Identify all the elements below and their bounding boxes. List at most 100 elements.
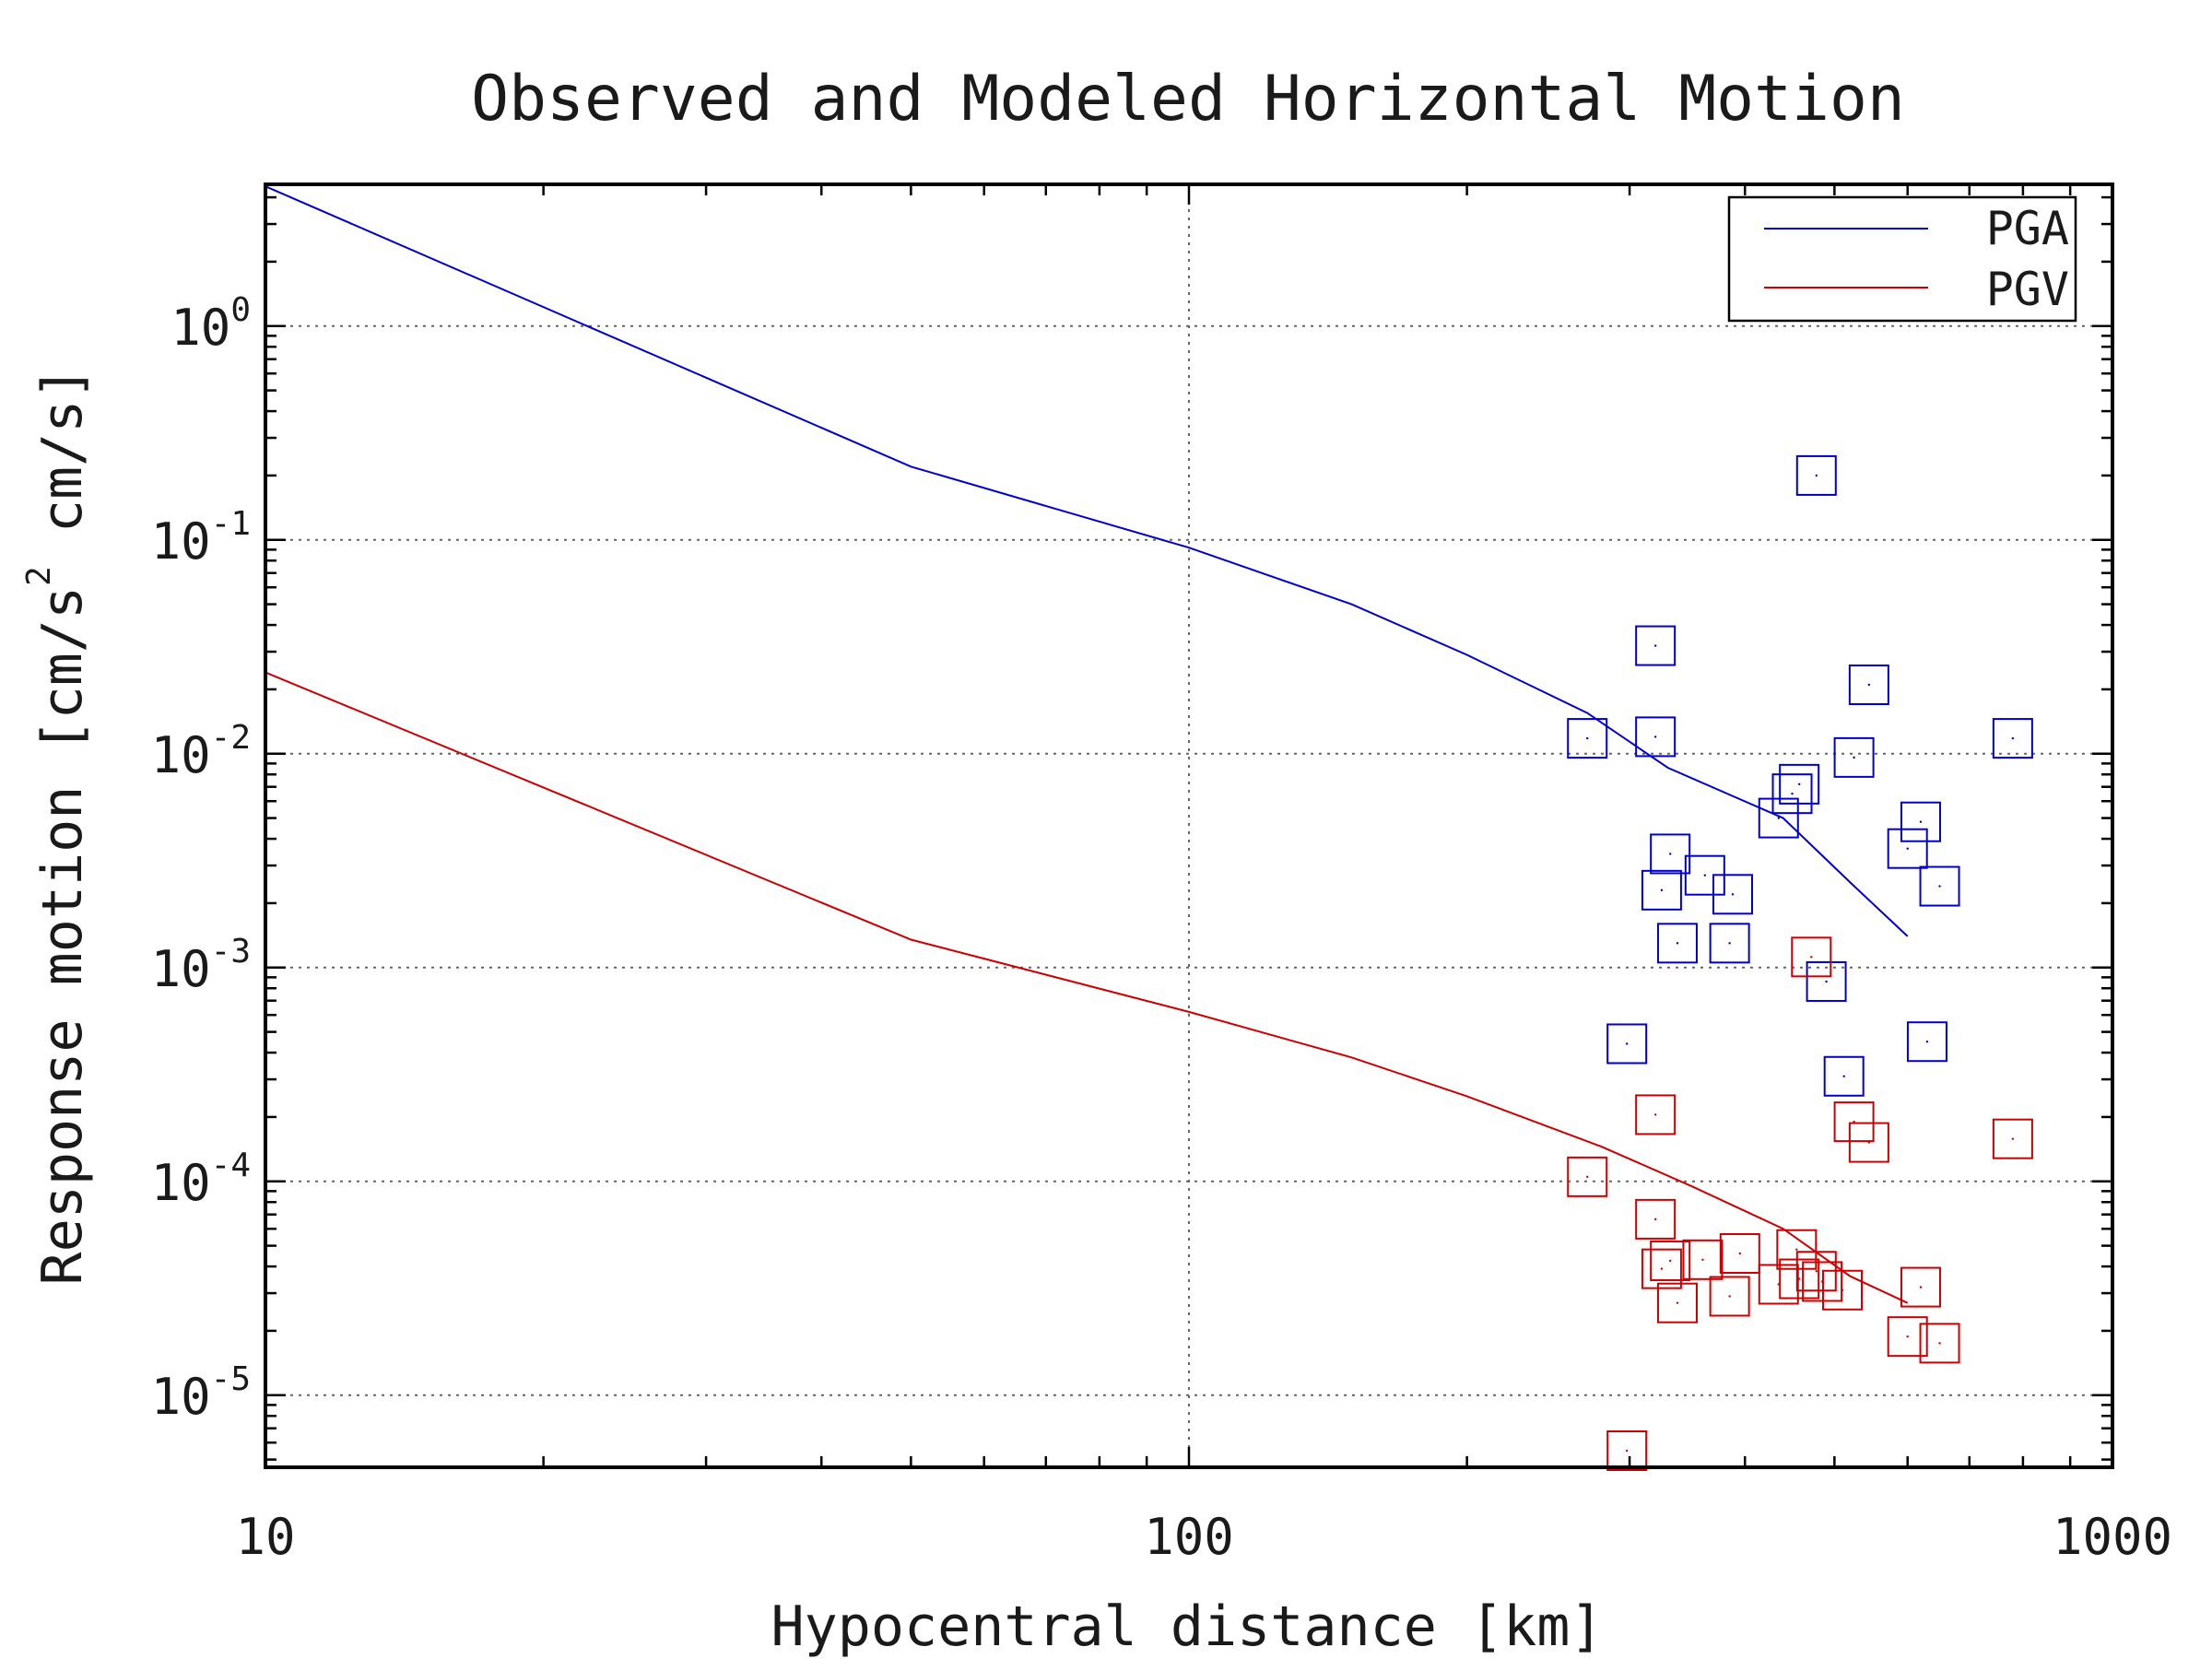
observed-point — [1887, 828, 1928, 869]
y-tick-label-exponent: -2 — [211, 719, 251, 757]
observed-point — [1682, 1239, 1724, 1280]
observed-point-center — [1791, 792, 1794, 795]
y-tick-label: 100 — [171, 291, 251, 357]
observed-point — [1906, 1021, 1947, 1063]
observed-point-center — [1825, 980, 1828, 983]
observed-point — [1821, 1269, 1863, 1311]
observed-point-center — [1795, 1248, 1798, 1251]
observed-point-center — [1701, 1258, 1704, 1261]
y-tick-label: 10-1 — [151, 505, 251, 571]
observed-point-center — [1668, 853, 1672, 855]
observed-point-center — [1728, 1295, 1731, 1298]
observed-point — [1833, 736, 1875, 778]
y-tick-label: 10-4 — [151, 1147, 251, 1212]
observed-point — [1779, 763, 1820, 805]
observed-point-center — [1625, 1042, 1629, 1045]
observed-point-center — [1668, 1259, 1672, 1263]
observed-point — [1887, 1316, 1928, 1358]
legend-box — [1727, 195, 2077, 323]
observed-point — [1635, 1094, 1677, 1135]
y-axis-label-unit: cm/s] — [30, 366, 95, 566]
observed-point — [1606, 1023, 1648, 1065]
observed-point-center — [1586, 736, 1589, 740]
observed-point-center — [1919, 1286, 1923, 1288]
observed-point-center — [1906, 847, 1909, 850]
plot-frame — [264, 182, 2114, 1469]
observed-point — [1567, 1156, 1608, 1197]
observed-point-center — [1925, 1041, 1929, 1043]
y-tick-label-exponent: 0 — [230, 291, 251, 329]
observed-point-center — [1653, 1113, 1657, 1116]
observed-point — [1758, 797, 1799, 839]
observed-point-center — [1653, 735, 1657, 738]
observed-point — [1806, 960, 1847, 1002]
y-tick-label-base: 10 — [151, 940, 211, 998]
y-tick-label: 10-3 — [151, 933, 251, 998]
observed-point — [1656, 923, 1698, 964]
y-tick-label-exponent: -1 — [211, 505, 251, 543]
observed-point — [1919, 865, 1960, 907]
observed-point-center — [1660, 1267, 1664, 1270]
x-tick-label: 10 — [235, 1508, 295, 1566]
observed-point-center — [1867, 1141, 1871, 1144]
observed-point — [1635, 716, 1677, 758]
observed-point — [1606, 1430, 1648, 1471]
observed-point — [1823, 1055, 1865, 1097]
observed-point-center — [1867, 683, 1871, 687]
y-axis-label-superscript: 2 — [20, 566, 58, 586]
x-axis-label: Hypocentral distance [km] — [771, 1594, 1603, 1659]
observed-point — [1567, 718, 1608, 759]
x-tick-label: 1000 — [2053, 1508, 2172, 1566]
observed-point-center — [1660, 888, 1664, 892]
x-tick-label: 100 — [1144, 1508, 1234, 1566]
observed-point-center — [1676, 1301, 1679, 1304]
observed-point-center — [1777, 817, 1780, 819]
observed-point-center — [1815, 1270, 1818, 1273]
observed-point-center — [1938, 885, 1941, 888]
grid-lines — [265, 184, 2112, 1467]
observed-point — [1900, 1266, 1941, 1308]
legend: PGA PGV — [1727, 195, 2077, 323]
observed-point-center — [1653, 1218, 1657, 1221]
observed-point-center — [1586, 1175, 1589, 1179]
observed-point — [1635, 625, 1677, 666]
observed-point-center — [1841, 1288, 1844, 1291]
plot-area — [265, 185, 2033, 1471]
observed-point-center — [2011, 1137, 2015, 1140]
legend-label-pgv: PGV — [1986, 263, 2069, 316]
observed-point-center — [1810, 956, 1813, 959]
observed-point — [1709, 923, 1750, 964]
y-tick-label-base: 10 — [151, 512, 211, 571]
model-line-pga — [265, 185, 1909, 937]
observed-point-center — [1728, 942, 1731, 945]
observed-point — [1635, 1198, 1677, 1240]
observed-point — [1641, 869, 1682, 911]
observed-point — [1992, 1118, 2033, 1159]
observed-point — [1919, 1323, 1960, 1364]
observed-point — [1795, 454, 1837, 496]
observed-point — [1992, 718, 2033, 759]
observed-point-center — [1797, 782, 1801, 786]
observed-point-center — [1906, 1335, 1909, 1338]
y-tick-label-exponent: -5 — [211, 1360, 251, 1398]
y-axis-label: Response motion [cm/s2 cm/s] — [20, 366, 95, 1285]
observed-point-center — [2011, 736, 2015, 740]
observed-point — [1791, 936, 1832, 978]
observed-point — [1656, 1282, 1698, 1324]
observed-point — [1848, 1122, 1889, 1163]
observed-point — [1848, 665, 1889, 706]
y-tick-label-exponent: -4 — [211, 1147, 251, 1184]
y-tick-label: 10-5 — [151, 1360, 251, 1426]
observed-point-center — [1938, 1342, 1941, 1345]
observed-point-center — [1703, 874, 1707, 877]
y-tick-label-base: 10 — [171, 299, 230, 357]
legend-label-pga: PGA — [1986, 202, 2069, 255]
observed-point — [1833, 1101, 1875, 1143]
observed-point-center — [1625, 1449, 1629, 1453]
y-tick-label-base: 10 — [151, 1368, 211, 1426]
observed-point-center — [1676, 942, 1679, 945]
y-tick-label-base: 10 — [151, 1154, 211, 1212]
x-axis-ticks: 10 100 1000 — [235, 1508, 2172, 1566]
y-tick-label: 10-2 — [151, 719, 251, 784]
